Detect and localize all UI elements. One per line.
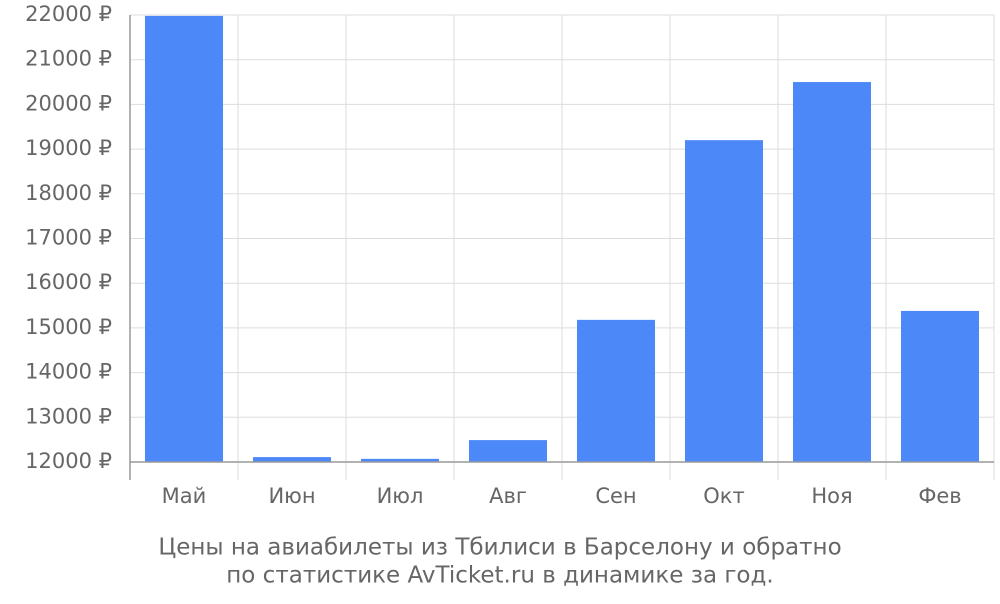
y-tick-label: 15000 ₽: [25, 315, 112, 339]
x-tick-label: Ноя: [811, 484, 852, 508]
x-tick-label: Май: [162, 484, 207, 508]
bar: [685, 140, 763, 462]
y-tick-label: 18000 ₽: [25, 181, 112, 205]
bar: [793, 82, 871, 463]
bar: [577, 319, 655, 462]
bar: [361, 458, 439, 462]
y-tick-label: 21000 ₽: [25, 47, 112, 71]
y-tick-label: 22000 ₽: [25, 2, 112, 26]
chart-title: Цены на авиабилеты из Тбилиси в Барселон…: [158, 535, 841, 561]
x-tick-label: Сен: [595, 484, 636, 508]
y-tick-label: 14000 ₽: [25, 360, 112, 384]
y-tick-label: 13000 ₽: [25, 404, 112, 428]
x-tick-label: Фев: [918, 484, 961, 508]
y-tick-label: 19000 ₽: [25, 136, 112, 160]
y-tick-label: 16000 ₽: [25, 270, 112, 294]
x-tick-label: Июн: [268, 484, 315, 508]
y-tick-label: 12000 ₽: [25, 449, 112, 473]
y-tick-label: 20000 ₽: [25, 91, 112, 115]
x-tick-label: Июл: [377, 484, 424, 508]
chart-title: по статистике AvTicket.ru в динамике за …: [226, 563, 773, 589]
bar: [253, 457, 331, 462]
bar: [901, 310, 979, 462]
x-tick-label: Авг: [489, 484, 527, 508]
bar: [469, 440, 547, 462]
bar: [145, 15, 223, 462]
y-tick-label: 17000 ₽: [25, 226, 112, 250]
x-tick-label: Окт: [703, 484, 744, 508]
